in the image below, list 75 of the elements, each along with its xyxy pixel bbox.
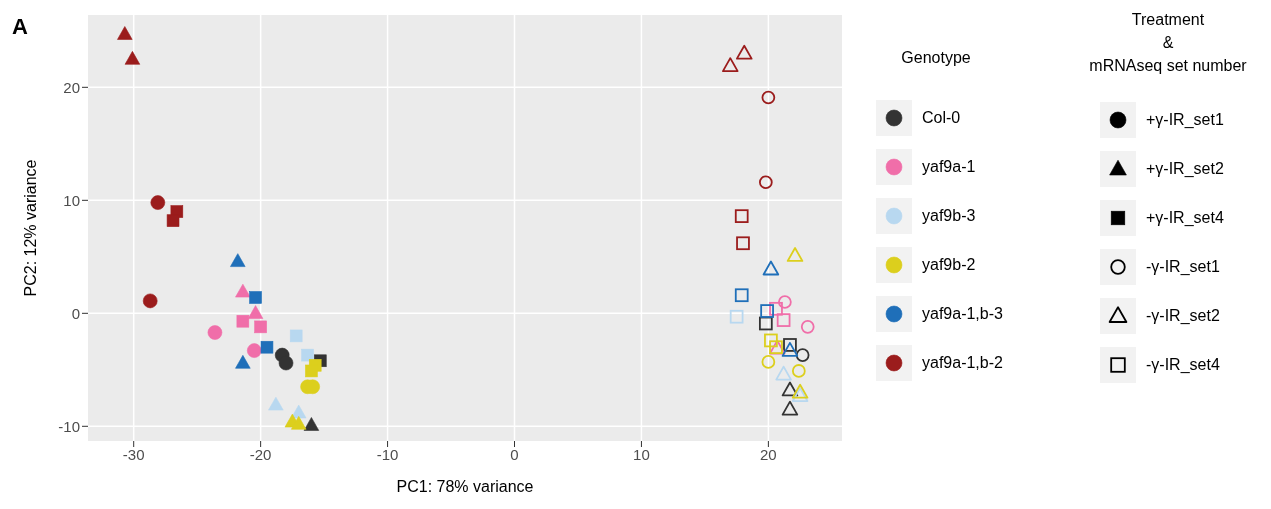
- point: [235, 283, 251, 298]
- point: [791, 364, 806, 378]
- point: [795, 348, 810, 362]
- point: [249, 291, 262, 304]
- x-tick-label: -30: [122, 445, 145, 463]
- point: [769, 301, 783, 316]
- point: [764, 333, 778, 348]
- point: [246, 343, 262, 358]
- point: [247, 305, 264, 319]
- point: [800, 320, 815, 334]
- point: [722, 57, 739, 72]
- text: A: [12, 14, 28, 40]
- point: [301, 348, 314, 362]
- point: [289, 329, 303, 343]
- y-tick-label: 10: [63, 191, 80, 209]
- point: [791, 383, 809, 399]
- point: [117, 26, 133, 40]
- legend-label: +γ-IR_set4: [1146, 208, 1224, 227]
- x-tick-label: 10: [633, 445, 650, 463]
- point: [254, 320, 267, 334]
- point: [736, 236, 750, 251]
- point: [150, 195, 166, 210]
- point: [729, 309, 744, 324]
- legend-label: Col-0: [922, 108, 961, 127]
- y-tick-label: 20: [63, 78, 80, 96]
- point: [762, 260, 780, 276]
- point: [235, 355, 251, 369]
- point: [761, 355, 776, 369]
- legend-label: yaf9a-1,b-3: [922, 304, 1003, 323]
- point: [207, 325, 223, 340]
- point: [291, 416, 307, 430]
- legend-label: yaf9b-3: [922, 206, 976, 225]
- point: [760, 304, 774, 318]
- legend-label: yaf9a-1: [922, 157, 976, 176]
- point: [236, 314, 250, 328]
- point: [305, 364, 318, 378]
- point: [758, 175, 773, 190]
- x-tick-label: 0: [510, 445, 519, 463]
- legend-label: yaf9a-1,b-2: [922, 353, 1003, 372]
- y-tick-label: -10: [58, 417, 80, 435]
- legend-label: -γ-IR_set1: [1146, 257, 1220, 276]
- point: [230, 253, 246, 267]
- x-axis-title: PC1: 78% variance: [396, 478, 534, 495]
- point: [781, 381, 799, 397]
- y-axis-title: PC2: 12% variance: [21, 159, 39, 297]
- point: [781, 400, 799, 416]
- point: [734, 209, 749, 223]
- point: [124, 51, 141, 65]
- point: [761, 90, 776, 105]
- point: [778, 295, 792, 309]
- legend-label: -γ-IR_set2: [1146, 306, 1220, 325]
- point: [776, 313, 791, 327]
- point: [791, 387, 809, 402]
- legend-label: +γ-IR_set1: [1146, 110, 1224, 129]
- point: [166, 214, 180, 227]
- point: [303, 417, 320, 431]
- x-tick-label: -20: [249, 445, 272, 463]
- point: [736, 44, 753, 60]
- legend-label: +γ-IR_set2: [1146, 159, 1224, 178]
- x-tick-label: -10: [376, 445, 399, 463]
- x-tick-label: 20: [760, 445, 777, 463]
- point: [783, 338, 797, 352]
- point: [268, 396, 284, 411]
- text: Treatment & mRNAseq set number: [1089, 11, 1247, 74]
- point: [786, 247, 804, 262]
- legend-label: yaf9b-2: [922, 255, 976, 274]
- point: [278, 355, 294, 371]
- point: [142, 293, 158, 309]
- point: [781, 342, 799, 357]
- point: [260, 340, 274, 354]
- y-tick-label: 0: [71, 304, 80, 322]
- legend-label: -γ-IR_set4: [1146, 355, 1220, 374]
- text: Genotype: [901, 49, 971, 66]
- point: [734, 288, 749, 303]
- point: [775, 365, 792, 381]
